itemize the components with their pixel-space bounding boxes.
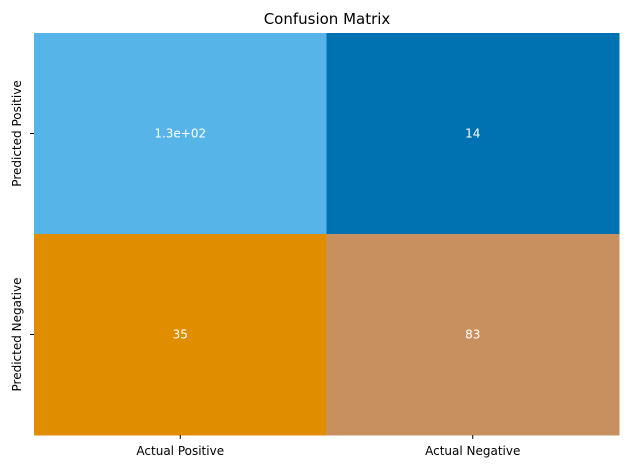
y-tick-label-1: Predicted Negative	[10, 278, 24, 392]
x-tick-label-0: Actual Positive	[136, 444, 224, 458]
y-axis: Predicted Positive Predicted Negative	[10, 80, 34, 392]
cell-value-label-1-1: 83	[465, 328, 480, 342]
cell-value-label-0-0: 1.3e+02	[154, 127, 206, 141]
y-tick-label-0: Predicted Positive	[10, 80, 24, 186]
heatmap-cell-labels: 1.3e+02 14 35 83	[154, 127, 480, 342]
heatmap-cell-1-1	[326, 234, 620, 436]
x-tick-label-1: Actual Negative	[425, 444, 520, 458]
cell-value-label-0-1: 14	[465, 127, 480, 141]
heatmap-cells	[34, 33, 620, 436]
heatmap-cell-0-1	[326, 33, 620, 235]
chart-title: Confusion Matrix	[264, 10, 391, 28]
heatmap-cell-0-0	[34, 33, 327, 235]
x-axis: Actual Positive Actual Negative	[136, 435, 520, 458]
cell-value-label-1-0: 35	[173, 328, 188, 342]
heatmap-cell-1-0	[34, 234, 327, 436]
